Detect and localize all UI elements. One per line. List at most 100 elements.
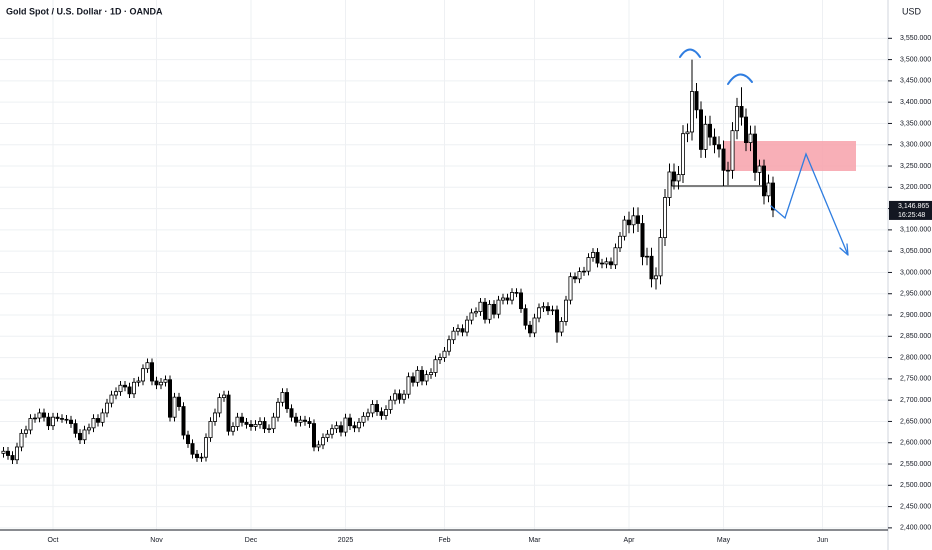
candle-body [555, 309, 560, 333]
candle-body [703, 123, 708, 150]
y-tick-label: 3,550.000 [900, 35, 931, 42]
candle-body [748, 133, 753, 144]
candle-body [568, 276, 573, 301]
candle-body [185, 434, 190, 444]
candle-body [136, 380, 141, 383]
candle-body [451, 330, 456, 341]
candle-body [114, 391, 119, 396]
projection-arrow [770, 152, 849, 256]
candle-body [757, 165, 762, 173]
candle-body [546, 306, 551, 312]
head-arc [679, 48, 701, 58]
candle-body [739, 106, 744, 118]
candle-body [298, 419, 303, 423]
candle-body [329, 428, 334, 435]
candle-body [275, 401, 280, 418]
candle-body [271, 416, 276, 430]
y-tick-label: 3,500.000 [900, 56, 931, 63]
x-tick-label: May [717, 537, 731, 544]
candle-body [663, 197, 668, 238]
candle-body [397, 393, 402, 400]
x-tick-label: Jun [817, 537, 828, 544]
candle-body [379, 411, 384, 416]
candle-body [771, 182, 776, 211]
candle-body [55, 416, 60, 419]
candle-body [622, 219, 627, 237]
candle-body [163, 379, 168, 383]
candle-body [320, 437, 325, 446]
candle-body [636, 215, 641, 224]
candle-body [131, 381, 136, 395]
candle-body [712, 136, 717, 146]
candle-body [203, 437, 208, 458]
candle-body [28, 418, 33, 431]
candle-body [158, 381, 163, 386]
candle-body [374, 404, 379, 413]
candle-body [167, 379, 172, 418]
candle-body [721, 148, 726, 171]
y-tick-label: 2,800.000 [900, 354, 931, 361]
candle-body [127, 386, 132, 395]
y-tick-label: 2,950.000 [900, 291, 931, 298]
candle-body [645, 255, 650, 258]
candle-body [600, 262, 605, 265]
candle-body [649, 255, 654, 280]
candle-body [217, 397, 222, 414]
candle-body [307, 421, 312, 424]
candle-body [1, 450, 6, 454]
candle-body [176, 396, 181, 407]
grid [0, 0, 888, 530]
candle-body [564, 299, 569, 322]
candle-body [694, 91, 699, 111]
candle-body [23, 429, 28, 434]
candle-body [78, 432, 83, 441]
candle-body [455, 328, 460, 332]
candle-body [627, 219, 632, 226]
candle-body [289, 408, 294, 418]
candle-body [406, 376, 411, 395]
candle-body [356, 421, 361, 429]
candle-body [491, 303, 496, 315]
y-tick-label: 2,700.000 [900, 397, 931, 404]
last-price-label: 3,146.865 [898, 203, 929, 210]
candle-body [172, 396, 177, 418]
candle-body [42, 412, 47, 418]
candle-body [482, 301, 487, 320]
candle-body [433, 359, 438, 373]
annotations [671, 48, 849, 256]
candle-body [293, 416, 298, 423]
candle-body [762, 165, 767, 197]
y-tick-label: 2,450.000 [900, 503, 931, 510]
candle-body [239, 416, 244, 423]
candle-body [109, 394, 114, 404]
candle-body [735, 106, 740, 132]
candle-body [744, 116, 749, 144]
y-tick-label: 3,400.000 [900, 99, 931, 106]
candle-body [338, 425, 343, 433]
candle-body [595, 252, 600, 264]
candle-body [532, 317, 537, 334]
candle-body [708, 123, 713, 138]
candle-body [496, 299, 501, 315]
candle-body [145, 362, 150, 370]
candle-body [181, 406, 186, 436]
candle-body [559, 321, 564, 333]
candle-body [442, 350, 447, 358]
y-tick-label: 2,600.000 [900, 440, 931, 447]
y-tick-label: 2,550.000 [900, 461, 931, 468]
candle-body [10, 455, 15, 461]
candle-body [6, 450, 11, 456]
candle-body [60, 418, 65, 420]
candle-body [352, 425, 357, 429]
axes: 2,400.000 2,450.000 2,500.000 2,550.000 2,60… [48, 35, 932, 544]
candle-body [91, 418, 96, 429]
candle-body [672, 171, 677, 182]
candle-body [582, 270, 587, 273]
candle-body [257, 421, 262, 425]
candle-body [591, 252, 596, 258]
candle-body [46, 416, 51, 427]
candle-body [266, 428, 271, 430]
candle-body [194, 453, 199, 459]
candle-body [383, 409, 388, 416]
candle-body [613, 247, 618, 266]
